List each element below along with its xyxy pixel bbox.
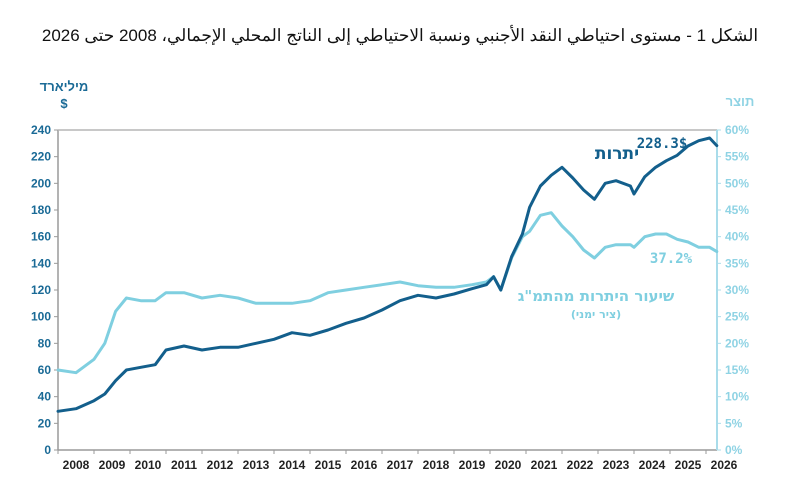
left-tick-label: 80	[38, 336, 52, 350]
series-sublabel-ratio: (ציר ימני)	[571, 308, 621, 321]
left-axis-unit-label: מיליארד	[39, 79, 89, 94]
x-tick-label: 2025	[675, 458, 702, 472]
x-tick-label: 2019	[459, 458, 486, 472]
x-tick-label: 2026	[711, 458, 738, 472]
left-tick-label: 0	[44, 443, 51, 457]
x-tick-label: 2015	[315, 458, 342, 472]
left-tick-label: 140	[31, 256, 51, 270]
left-tick-label: 100	[31, 310, 51, 324]
left-axis-label: מיליארד $	[34, 78, 94, 112]
left-tick-label: 180	[31, 203, 51, 217]
x-tick-label: 2021	[531, 458, 558, 472]
x-tick-label: 2009	[99, 458, 126, 472]
right-tick-label: 35%	[725, 256, 749, 270]
x-tick-label: 2012	[207, 458, 234, 472]
left-tick-label: 160	[31, 230, 51, 244]
x-tick-label: 2023	[603, 458, 630, 472]
right-axis-label: תוצר	[725, 94, 755, 109]
right-tick-label: 50%	[725, 176, 749, 190]
series-label-ratio: שיעור היתרות מהתמ"ג	[518, 287, 675, 305]
right-tick-label: 45%	[725, 203, 749, 217]
end-label-reserves: 228.3$	[637, 136, 688, 152]
series-label-reserves: יתרות	[595, 144, 639, 164]
x-tick-label: 2010	[135, 458, 162, 472]
x-tick-label: 2014	[279, 458, 306, 472]
right-tick-label: 0%	[725, 443, 743, 457]
x-tick-label: 2008	[63, 458, 90, 472]
right-tick-label: 5%	[725, 416, 743, 430]
series-line-reserves	[56, 136, 719, 413]
left-tick-label: 120	[31, 283, 51, 297]
right-tick-label: 25%	[725, 310, 749, 324]
left-tick-label: 220	[31, 150, 51, 164]
right-tick-label: 60%	[725, 123, 749, 137]
right-tick-label: 40%	[725, 230, 749, 244]
x-tick-label: 2020	[495, 458, 522, 472]
right-tick-label: 20%	[725, 336, 749, 350]
end-label-ratio: 37.2%	[650, 251, 693, 267]
chart-title: الشكل 1 - مستوى احتياطي النقد الأجنبي ون…	[41, 26, 759, 45]
right-tick-label: 15%	[725, 363, 749, 377]
left-axis-currency-label: $	[60, 96, 68, 111]
left-tick-label: 200	[31, 176, 51, 190]
x-tick-label: 2018	[423, 458, 450, 472]
x-tick-label: 2024	[639, 458, 666, 472]
x-tick-label: 2017	[387, 458, 414, 472]
x-tick-label: 2011	[171, 458, 197, 472]
left-tick-label: 240	[31, 123, 51, 137]
x-tick-label: 2016	[351, 458, 378, 472]
x-tick-label: 2022	[567, 458, 594, 472]
right-tick-label: 10%	[725, 390, 749, 404]
left-tick-label: 20	[38, 416, 52, 430]
left-tick-label: 40	[38, 390, 52, 404]
x-tick-label: 2013	[243, 458, 270, 472]
series-line-ratio	[56, 211, 719, 375]
left-tick-label: 60	[38, 363, 52, 377]
right-tick-label: 55%	[725, 150, 749, 164]
right-tick-label: 30%	[725, 283, 749, 297]
